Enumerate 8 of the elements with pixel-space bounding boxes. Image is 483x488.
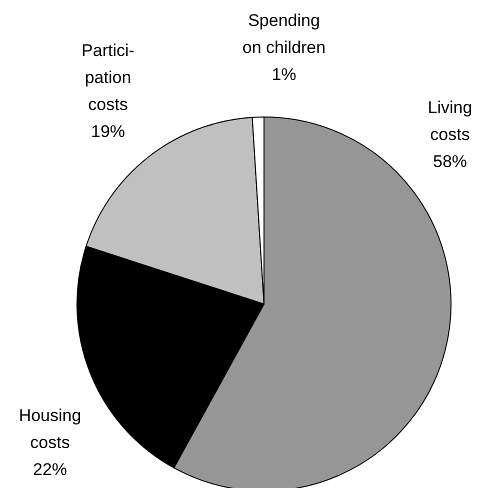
data-label: 58% [432,152,468,171]
slice-label: Spending on children [242,11,326,57]
data-label: 19% [90,122,126,141]
slice-label: Living costs [428,98,472,144]
data-label: 1% [272,65,296,84]
slice-label: Housing costs [18,406,82,452]
data-label: 22% [32,460,68,479]
slice-label: Partici- pation costs [82,41,134,114]
